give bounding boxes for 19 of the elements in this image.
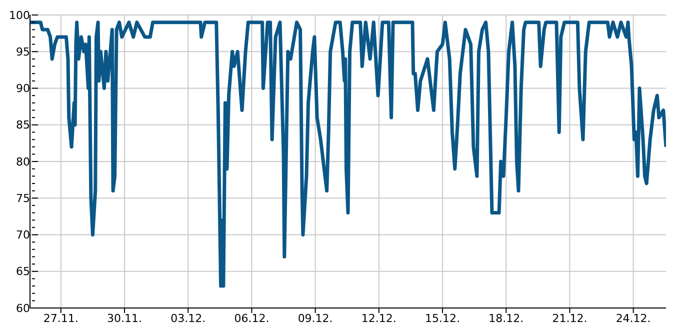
y-tick-label: 100 [9, 8, 30, 22]
y-tick-label: 65 [16, 265, 30, 278]
y-tick-label: 80 [16, 155, 30, 168]
x-tick-label: 06.12. [234, 312, 270, 325]
x-tick-label: 03.12. [170, 312, 206, 325]
x-tick-label: 15.12. [425, 312, 460, 325]
y-tick-label: 90 [16, 82, 30, 96]
x-tick-label: 27.11. [43, 312, 78, 325]
y-tick-label: 75 [16, 192, 30, 205]
x-tick-label: 18.12. [488, 312, 524, 325]
y-tick-label: 70 [16, 228, 30, 242]
x-tick-label: 24.12. [616, 312, 651, 325]
x-tick-label: 21.12. [552, 312, 588, 325]
y-tick-label: 60 [16, 302, 30, 315]
x-tick-label: 12.12. [361, 312, 396, 325]
y-tick-label: 85 [16, 118, 30, 132]
y-tick-label: 95 [16, 45, 30, 58]
x-tick-label: 09.12. [298, 312, 333, 325]
x-tick-label: 30.11. [107, 312, 142, 325]
